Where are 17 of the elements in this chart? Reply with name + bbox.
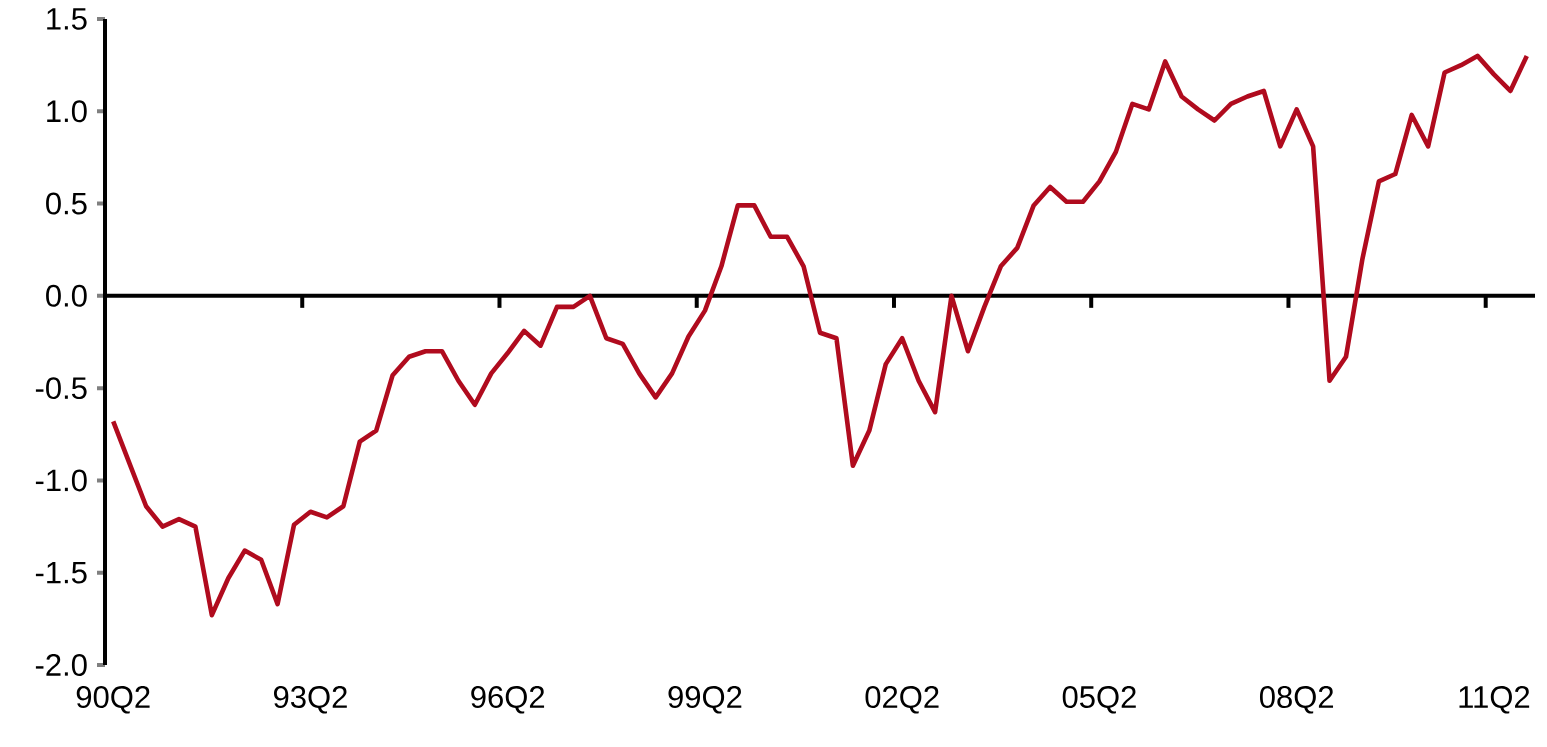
line-series	[110, 53, 1530, 618]
x-tick-label: 08Q2	[1259, 686, 1334, 714]
x-tick-label: 05Q2	[1062, 686, 1136, 714]
y-tick-label: 0.0	[46, 284, 87, 307]
y-tick-label: 1.5	[47, 8, 87, 30]
y-tick-label: 1.0	[47, 100, 87, 123]
y-tick-label: -2.0	[35, 654, 87, 676]
y-tick-label: -1.5	[35, 561, 87, 584]
x-tick-label: 96Q2	[471, 686, 545, 714]
x-tick-label: 11Q2	[1459, 686, 1530, 714]
x-tick-label: 02Q2	[865, 686, 939, 714]
y-tick-label: -1.0	[35, 469, 87, 492]
y-tick-label: -0.5	[35, 377, 87, 400]
y-tick-label: 0.5	[46, 192, 87, 215]
x-tick-label: 90Q2	[76, 686, 150, 714]
x-tick-label: 93Q2	[273, 686, 347, 714]
x-tick-label: 99Q2	[668, 686, 742, 714]
